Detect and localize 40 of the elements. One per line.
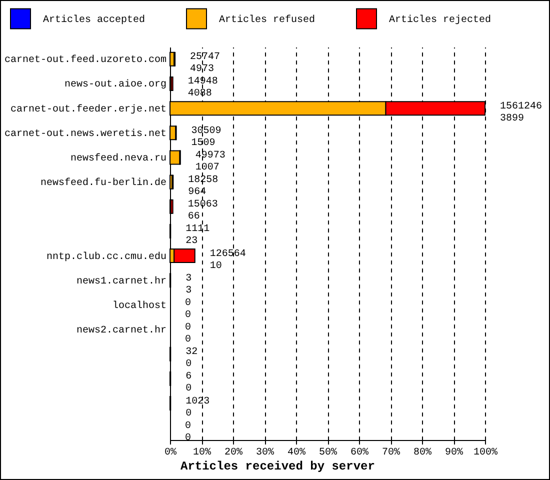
x-tick-label: 60% — [350, 448, 369, 458]
y-tick-label: newsfeed.fu-berlin.de — [40, 177, 166, 190]
x-axis-title: Articles received by server — [180, 460, 375, 474]
x-tick-label: 30% — [256, 448, 274, 458]
annotation: 0 0 — [185, 298, 192, 321]
annotation: 25747 4973 — [190, 52, 220, 76]
y-tick-label: news2.carnet.hr — [76, 324, 166, 337]
annotation: 15063 66 — [188, 200, 218, 223]
y-tick-label: nntp.club.cc.cmu.edu — [46, 250, 166, 263]
annotation: 0 0 — [185, 420, 192, 444]
text: 1561246 3899 — [500, 101, 542, 124]
annotation: 3 3 — [186, 273, 192, 296]
legend-label: Articles rejected — [389, 14, 492, 26]
annotation: 126564 10 — [210, 248, 246, 272]
annotation: 0 0 — [185, 322, 192, 346]
y-tick-label: localhost — [112, 300, 166, 312]
x-tick-label: 10% — [192, 448, 212, 458]
x-tick-label: 70% — [382, 448, 400, 458]
y-tick-label: news1.carnet.hr — [76, 275, 166, 288]
x-tick-label: 0% — [164, 448, 177, 458]
legend-label: Articles refused — [219, 14, 316, 26]
x-tick-label: 20% — [224, 448, 243, 458]
annotation: 1111 23 — [186, 224, 210, 248]
y-tick-label: news-out.aioe.org — [64, 78, 166, 91]
annotation: 18258 964 — [188, 175, 218, 198]
x-tick-label: 50% — [318, 448, 338, 458]
annotation: 32 0 — [186, 347, 198, 370]
y-tick-label: newsfeed.neva.ru — [70, 152, 166, 164]
x-tick-label: 100% — [473, 448, 498, 458]
x-tick-label: 90% — [444, 448, 464, 458]
x-tick-label: 80% — [413, 448, 432, 458]
annotation: 6 0 — [186, 372, 192, 395]
legend-label: Articles accepted — [43, 14, 146, 26]
y-tick-label: carnet-out.news.weretis.net — [4, 128, 166, 140]
y-tick-label: carnet-out.feed.uzoreto.com — [4, 54, 166, 66]
x-tick-label: 40% — [287, 448, 306, 458]
annotation: 1023 0 — [186, 396, 210, 420]
annotation: 14948 4088 — [188, 76, 218, 100]
annotation: 30509 1509 — [191, 126, 222, 149]
y-tick-label: carnet-out.feeder.erje.net — [10, 103, 166, 116]
